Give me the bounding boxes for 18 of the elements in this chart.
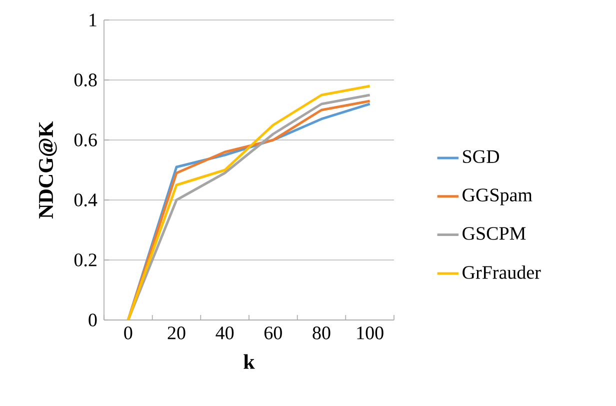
y-tick-label: 0.2	[74, 254, 96, 266]
y-tick-label: 0.6	[74, 134, 97, 146]
x-tick-label: 80	[312, 326, 330, 340]
x-axis-title: k	[244, 354, 255, 369]
y-tick-label: 1	[90, 14, 96, 26]
x-tick-label: 100	[357, 326, 384, 340]
y-tick-label: 0	[88, 314, 97, 326]
x-tick-label: 40	[216, 326, 234, 340]
legend-label: GGSpam	[462, 188, 532, 206]
legend-label: GrFrauder	[462, 266, 541, 279]
legend-label: SGD	[463, 150, 500, 164]
y-tick-label: 0.4	[74, 194, 98, 206]
y-tick-label: 0.8	[74, 74, 97, 86]
y-axis-title: NDCG@K	[38, 121, 57, 218]
x-tick-label: 60	[264, 326, 282, 340]
x-tick-label: 20	[168, 326, 186, 340]
x-tick-label: 0	[124, 326, 132, 340]
legend-label: GSCPM	[462, 227, 526, 240]
